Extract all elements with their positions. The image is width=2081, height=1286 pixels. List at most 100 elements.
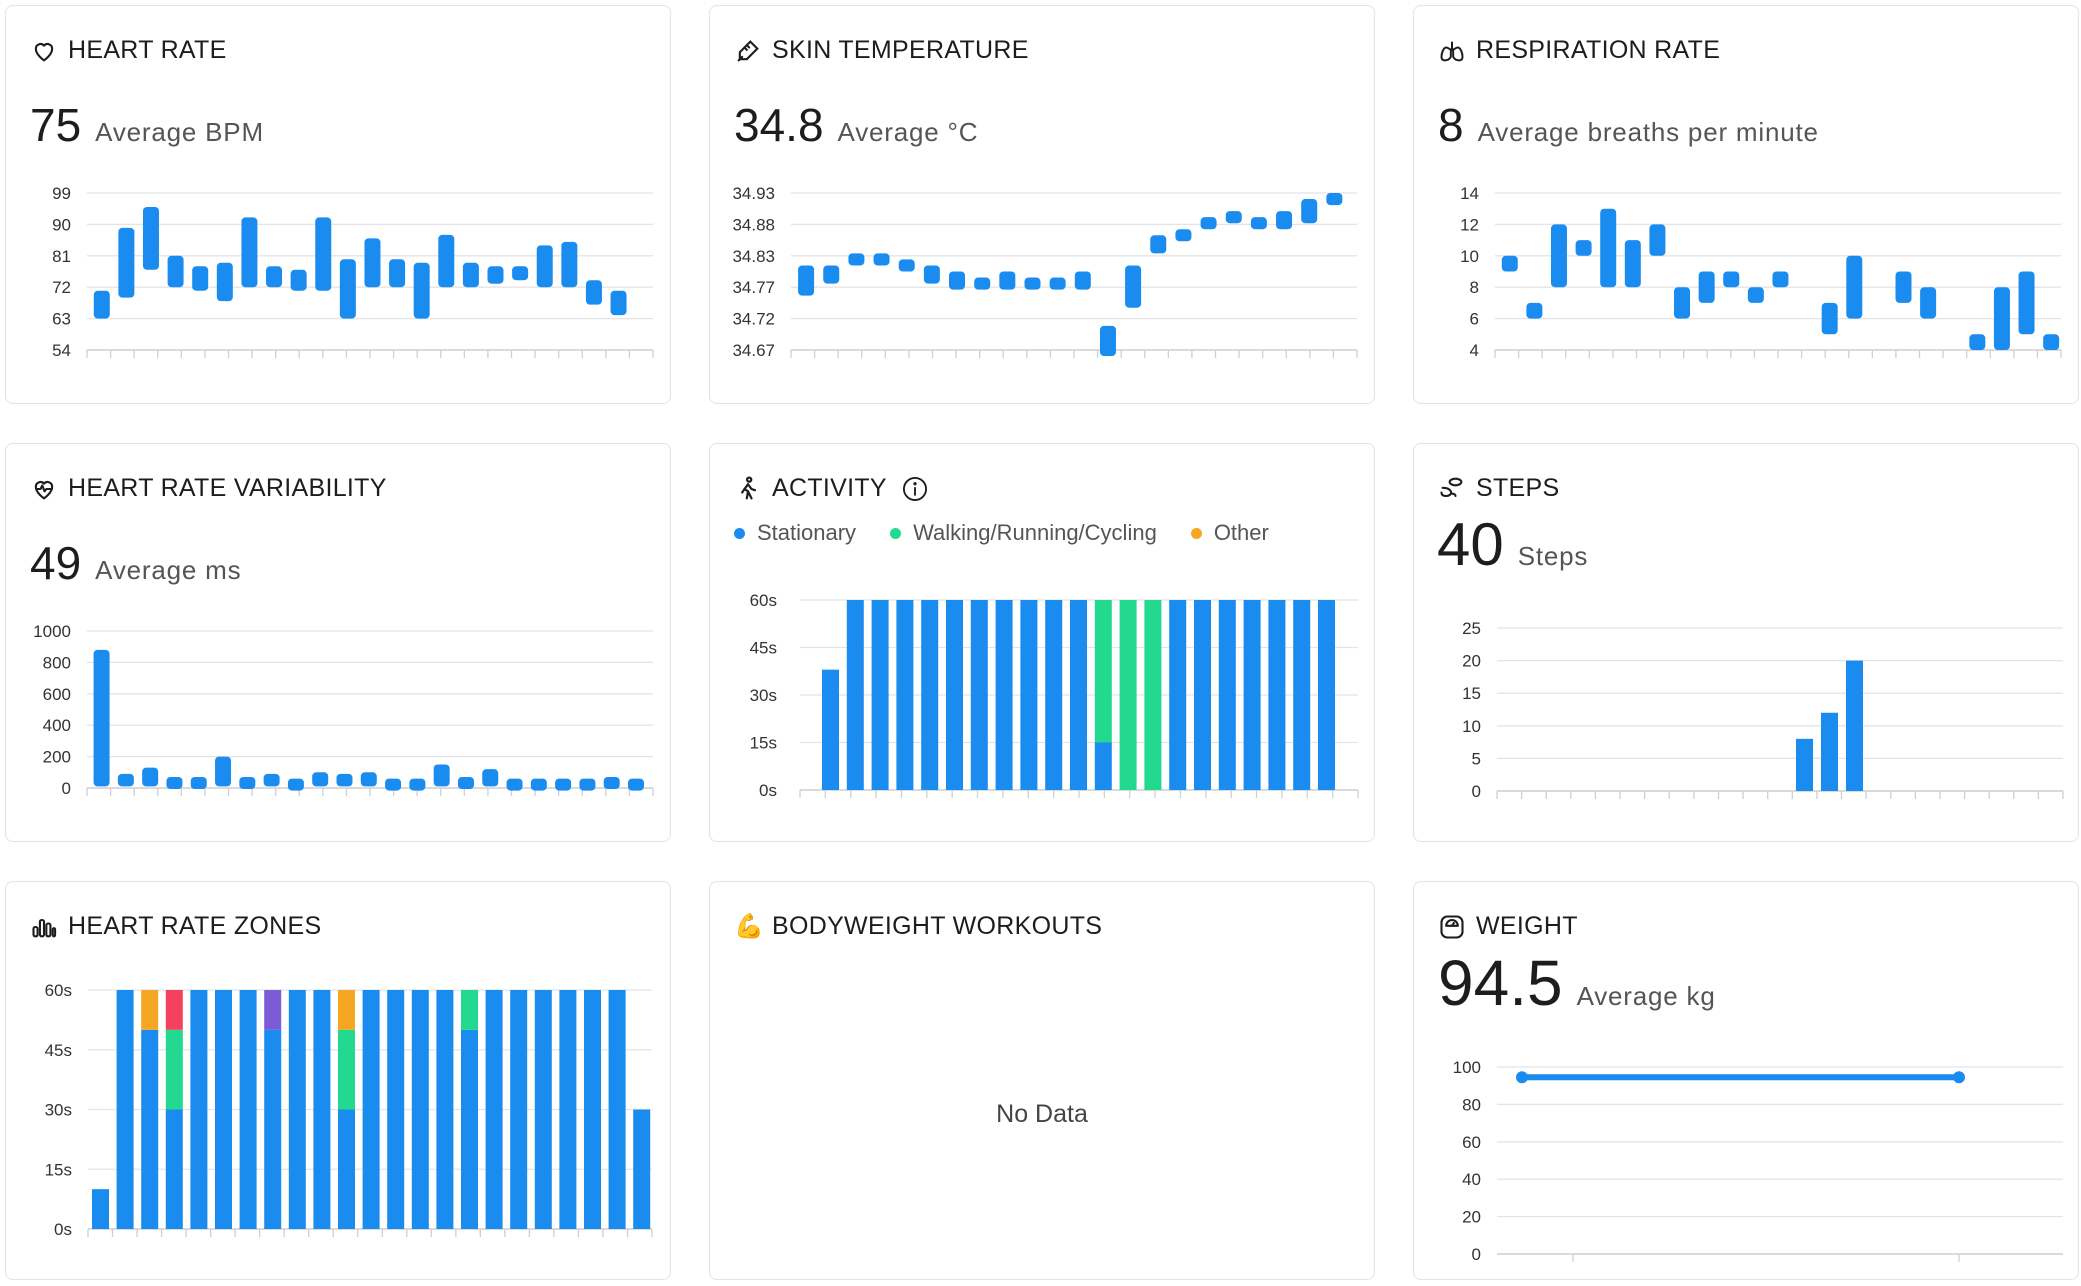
skin-temperature-card[interactable]: SKIN TEMPERATURE 34.8 Average °C: [709, 5, 1375, 404]
hrv-chart[interactable]: 1000 800 600 400 200 0: [0, 613, 666, 813]
heart-rate-zones-chart[interactable]: 60s 45s 30s 15s 0s: [0, 975, 666, 1245]
lungs-icon: [1440, 41, 1464, 61]
steps-chart[interactable]: 25 20 15 10 5 0: [0, 613, 2064, 813]
steps-card[interactable]: STEPS: [1413, 443, 2079, 842]
range-bar: [142, 767, 159, 787]
y-tick-label: 400: [43, 716, 71, 735]
range-bar: [1575, 240, 1592, 256]
range-bar: [999, 271, 1016, 290]
heart-rate-value: 75: [30, 99, 82, 151]
y-tick-label: 4: [1470, 341, 1479, 360]
range-bar: [360, 772, 377, 787]
heart-icon: [34, 42, 54, 61]
range-bar: [1723, 271, 1740, 288]
zone-segment: [485, 990, 503, 1229]
zone-segment: [338, 1029, 355, 1110]
bar-stationary: [1268, 600, 1286, 790]
range-bar: [93, 290, 110, 319]
range-bar: [117, 773, 134, 787]
steps-title: STEPS: [1476, 474, 1560, 502]
weight-chart[interactable]: 100 80 60 40 20 0: [0, 1055, 2063, 1270]
y-tick-label: 20: [1462, 1208, 1481, 1227]
card-title: HEART RATE VARIABILITY: [30, 474, 387, 503]
walking-person-icon: [741, 475, 757, 499]
range-bar: [389, 259, 406, 288]
range-bar: [1276, 211, 1293, 230]
range-bar: [949, 271, 966, 290]
activity-chart[interactable]: 60s 45s 30s 15s 0s: [0, 585, 1359, 815]
y-tick-label: 90: [52, 215, 71, 234]
y-tick-label: 60s: [750, 591, 777, 610]
zone-segment: [436, 990, 454, 1229]
zone-segment: [362, 990, 380, 1229]
y-tick-label: 63: [52, 310, 71, 329]
y-tick-label: 800: [43, 653, 71, 672]
zone-segment: [141, 1029, 159, 1229]
info-icon[interactable]: [901, 475, 929, 503]
range-bar: [142, 206, 159, 270]
range-bar: [167, 255, 184, 288]
range-bar: [823, 265, 840, 284]
y-tick-label: 600: [43, 685, 71, 704]
y-tick-label: 34.67: [732, 341, 775, 360]
range-bar: [1200, 217, 1217, 230]
respiration-rate-card[interactable]: RESPIRATION RATE 8 Average breaths per m…: [1413, 5, 2079, 404]
skin-temperature-chart[interactable]: 34.93 34.88 34.83 34.77 34.72 34.67: [0, 175, 1358, 375]
card-title: RESPIRATION RATE: [1438, 36, 1720, 65]
bar-stationary: [970, 600, 988, 790]
range-bar: [1301, 199, 1318, 224]
steps-value: 40: [1437, 511, 1504, 578]
zone-segment: [534, 990, 552, 1229]
range-bar: [1150, 235, 1167, 254]
y-tick-label: 34.93: [732, 184, 775, 203]
heart-rate-chart[interactable]: 99 90 81 72 63 54: [0, 175, 666, 375]
zone-segment: [633, 1109, 651, 1229]
range-bar: [1501, 255, 1518, 272]
zone-segment: [165, 1029, 183, 1110]
range-bar: [1074, 271, 1091, 290]
heart-rate-card[interactable]: HEART RATE 75 Average BPM: [5, 5, 671, 404]
respiration-rate-chart[interactable]: 14 12 10 8 6 4: [0, 175, 2062, 375]
y-tick-label: 0: [62, 779, 71, 798]
workouts-title: BODYWEIGHT WORKOUTS: [772, 912, 1103, 940]
bodyweight-workouts-card[interactable]: 💪 BODYWEIGHT WORKOUTS: [709, 881, 1375, 1280]
y-tick-label: 54: [52, 341, 71, 360]
range-bar: [579, 778, 596, 791]
y-tick-label: 12: [1460, 215, 1479, 234]
zone-segment: [239, 990, 257, 1229]
range-bar: [798, 265, 815, 296]
range-bar: [848, 253, 865, 266]
range-bar: [536, 245, 553, 288]
range-bar: [1250, 217, 1267, 230]
bar-walking: [1144, 600, 1162, 790]
y-tick-label: 30s: [750, 686, 777, 705]
weight-card[interactable]: WEIGHT 94.5 Average kg: [1413, 881, 2079, 1280]
range-bar: [1600, 208, 1617, 288]
bar-stationary: [896, 600, 914, 790]
activity-card[interactable]: ACTIVITY: [709, 443, 1375, 842]
range-bar: [2018, 271, 2035, 335]
zone-segment: [165, 990, 183, 1030]
range-bar: [1920, 287, 1937, 319]
range-bar: [1895, 271, 1912, 303]
bar-walking: [1094, 600, 1112, 743]
y-tick-label: 0s: [54, 1220, 72, 1239]
legend-label: Walking/Running/Cycling: [913, 520, 1157, 545]
zone-segment: [313, 990, 331, 1229]
y-tick-label: 10: [1462, 717, 1481, 736]
heart-rate-summary: 75 Average BPM: [30, 98, 264, 152]
bar-stationary: [1318, 600, 1335, 790]
y-tick-label: 34.83: [732, 247, 775, 266]
legend-item-stationary: Stationary: [734, 520, 856, 546]
zone-segment: [387, 990, 405, 1229]
range-bar: [457, 777, 474, 790]
range-bar: [1125, 265, 1142, 308]
range-bar: [482, 769, 499, 787]
zone-segment: [190, 990, 208, 1229]
scale-icon: [1440, 914, 1464, 939]
range-bar: [873, 253, 890, 266]
range-bar: [215, 756, 232, 787]
bar-chart-icon: [32, 918, 57, 937]
y-tick-label: 0s: [759, 781, 777, 800]
